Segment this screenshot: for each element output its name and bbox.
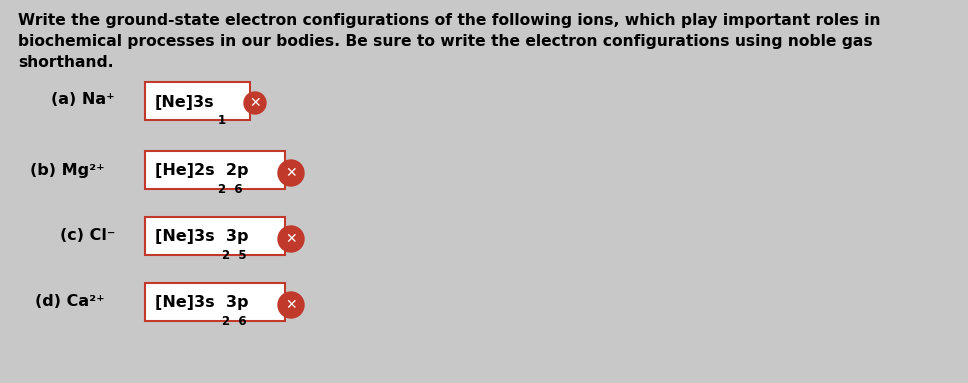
Text: ✕: ✕ bbox=[286, 166, 297, 180]
Text: [Ne]3s  3p: [Ne]3s 3p bbox=[155, 295, 249, 309]
Text: (c) Cl⁻: (c) Cl⁻ bbox=[60, 229, 115, 244]
FancyBboxPatch shape bbox=[145, 283, 285, 321]
FancyBboxPatch shape bbox=[145, 82, 250, 120]
Text: ✕: ✕ bbox=[286, 232, 297, 246]
Text: [Ne]3s  3p: [Ne]3s 3p bbox=[155, 229, 249, 244]
Text: (b) Mg²⁺: (b) Mg²⁺ bbox=[30, 162, 105, 177]
Ellipse shape bbox=[278, 160, 304, 186]
Text: 2  6: 2 6 bbox=[222, 315, 247, 328]
Ellipse shape bbox=[278, 292, 304, 318]
Text: (a) Na⁺: (a) Na⁺ bbox=[51, 93, 115, 108]
Text: (d) Ca²⁺: (d) Ca²⁺ bbox=[36, 295, 105, 309]
Text: 2  5: 2 5 bbox=[222, 249, 247, 262]
Text: ✕: ✕ bbox=[286, 298, 297, 312]
Text: Write the ground-state electron configurations of the following ions, which play: Write the ground-state electron configur… bbox=[18, 13, 881, 70]
FancyBboxPatch shape bbox=[145, 217, 285, 255]
Text: [He]2s  2p: [He]2s 2p bbox=[155, 162, 249, 177]
Text: 1: 1 bbox=[218, 114, 227, 127]
Text: ✕: ✕ bbox=[249, 96, 260, 110]
Text: [Ne]3s: [Ne]3s bbox=[155, 95, 215, 110]
Text: 2  6: 2 6 bbox=[218, 183, 243, 196]
Ellipse shape bbox=[244, 92, 266, 114]
Ellipse shape bbox=[278, 226, 304, 252]
FancyBboxPatch shape bbox=[145, 151, 285, 189]
